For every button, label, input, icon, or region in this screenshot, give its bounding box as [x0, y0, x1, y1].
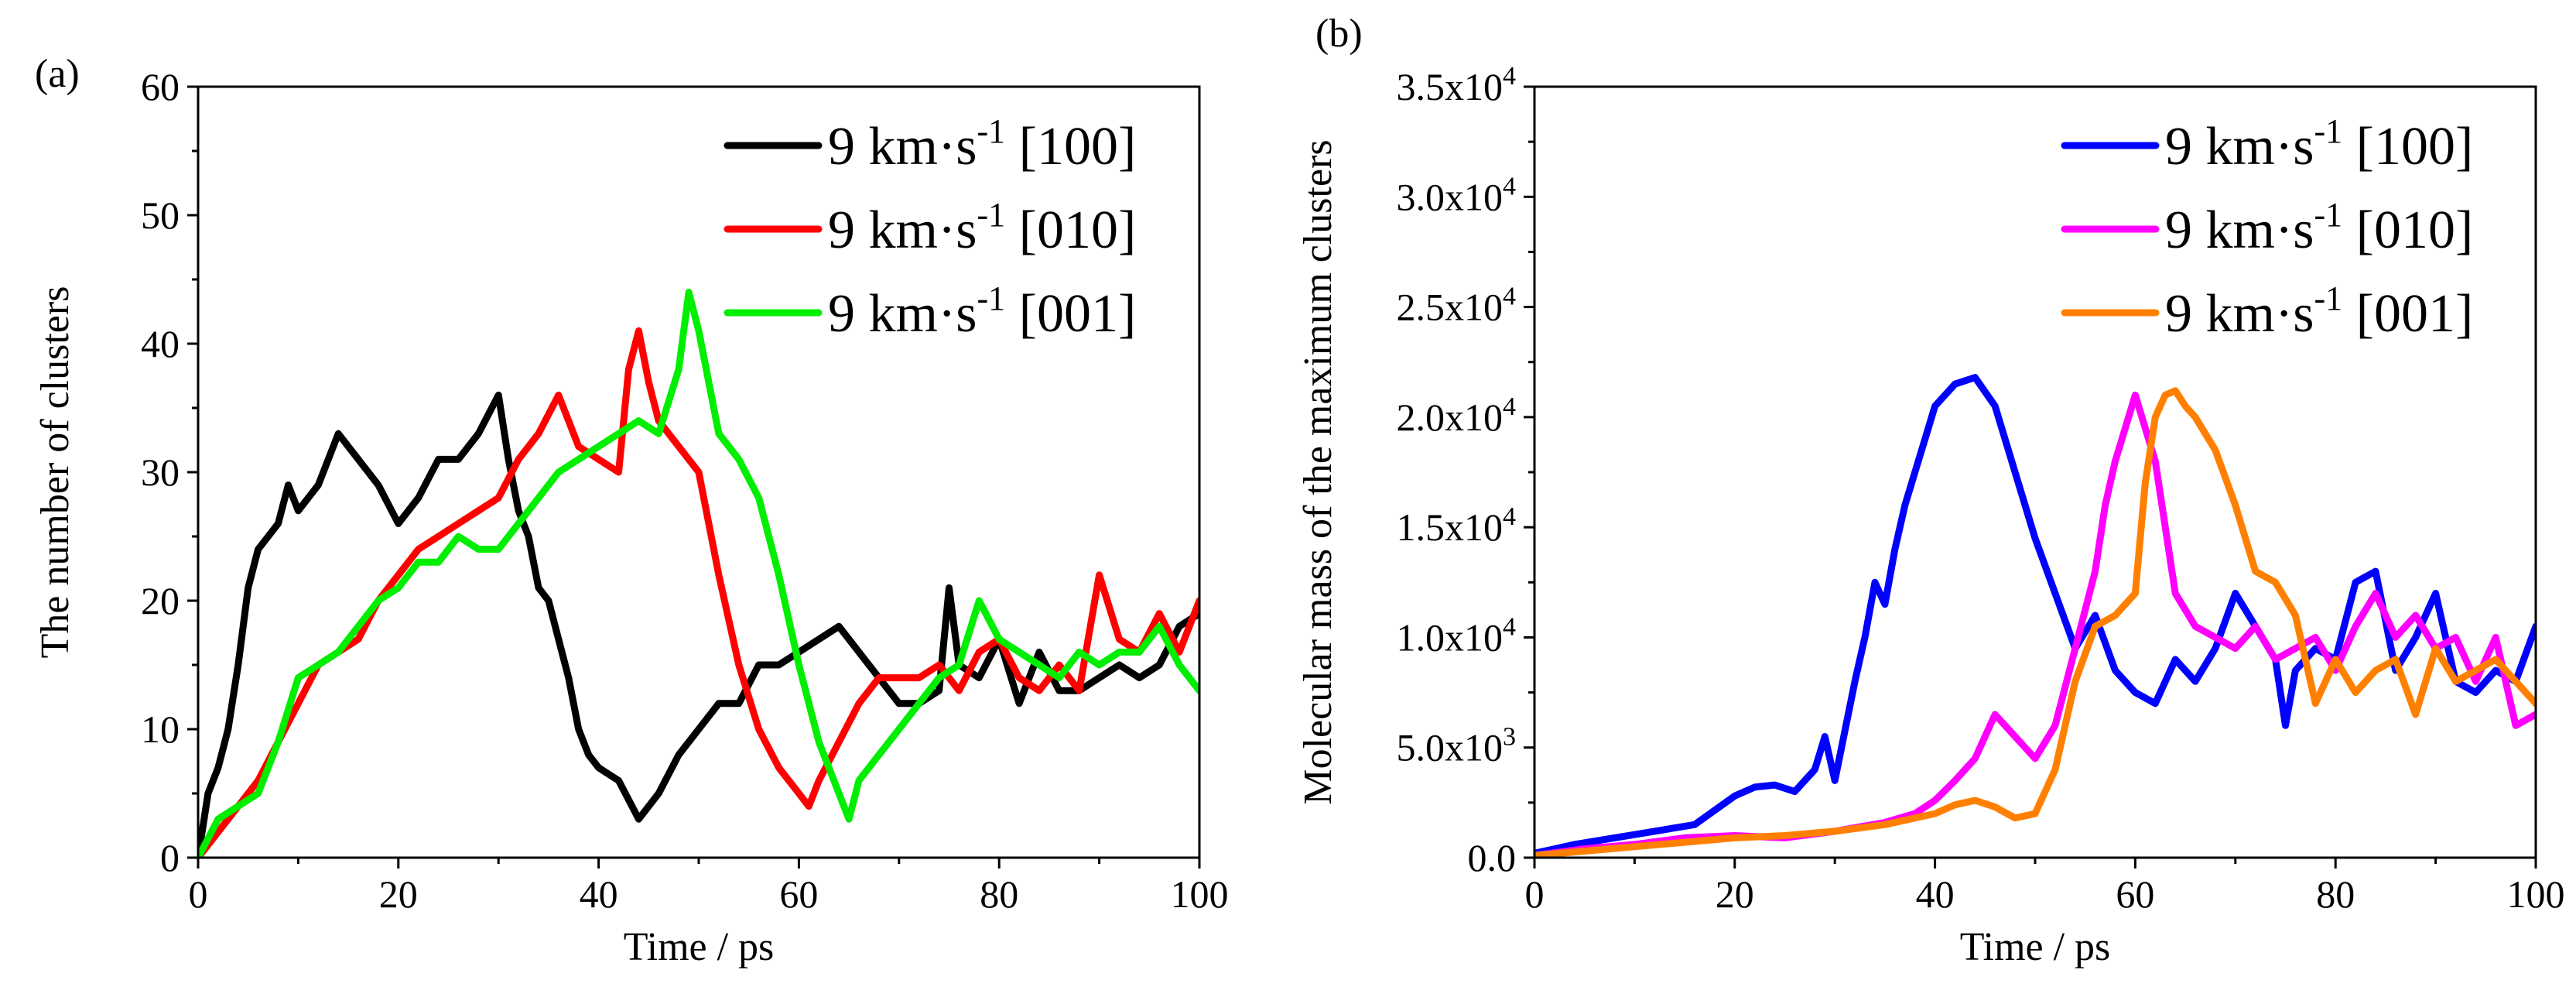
series-line-1: [198, 391, 1199, 858]
y-tick-label: 50: [141, 194, 180, 237]
x-tick-label: 20: [379, 872, 418, 916]
legend-label: 9 km·s-1 [001]: [828, 279, 1136, 344]
legend-label: 9 km·s-1 [100]: [2165, 112, 2473, 176]
series-line-2: [198, 327, 1199, 858]
legend-label: 9 km·s-1 [100]: [828, 112, 1136, 176]
series-line-3: [1534, 387, 2536, 858]
legend-label: 9 km·s-1 [010]: [2165, 196, 2473, 260]
x-tick-label: 80: [2316, 872, 2355, 916]
y-tick-label: 5.0x103: [1397, 723, 1517, 769]
x-tick-label: 60: [779, 872, 818, 916]
legend: 9 km·s-1 [100] 9 km·s-1 [010] 9 km·s-1 [00…: [724, 112, 1136, 344]
panel-label: (b): [1315, 12, 1363, 56]
x-tick-label: 60: [2116, 872, 2154, 916]
y-tick-label: 2.5x104: [1397, 283, 1517, 329]
x-tick-label: 0: [189, 872, 208, 916]
y-tick-label: 10: [141, 707, 180, 751]
y-tick-label: 2.0x104: [1397, 392, 1517, 439]
y-tick-label: 3.5x104: [1397, 62, 1517, 108]
y-tick-label: 1.5x104: [1397, 502, 1517, 549]
legend-label: 9 km·s-1 [010]: [828, 196, 1136, 260]
y-axis-title: Molecular mass of the maximum clusters: [1296, 139, 1340, 804]
legend-label: 9 km·s-1 [001]: [2165, 279, 2473, 344]
y-tick-label: 1.0x104: [1397, 612, 1517, 659]
y-axis-title: The number of clusters: [33, 286, 77, 659]
x-tick-label: 20: [1716, 872, 1754, 916]
series-line-3: [198, 289, 1199, 858]
x-axis-title: Time / ps: [1960, 925, 2111, 969]
series-group: [198, 289, 1199, 858]
x-tick-label: 40: [580, 872, 618, 916]
x-tick-label: 40: [1916, 872, 1955, 916]
panel-b-chart: (b) 0 20 40 60 80 100 0.0 5.0x103 1.0x104 1.5x104 2…: [1296, 12, 2565, 969]
x-tick-label: 80: [980, 872, 1018, 916]
series-group: [1534, 374, 2536, 858]
y-tick-label: 30: [141, 451, 180, 494]
x-tick-label: 100: [1171, 872, 1229, 916]
panel-label: (a): [35, 52, 80, 96]
y-tick-label: 0: [160, 836, 180, 879]
x-axis-title: Time / ps: [624, 925, 775, 969]
y-tick-label: 40: [141, 322, 180, 365]
y-tick-label: 3.0x104: [1397, 172, 1517, 218]
y-tick-label: 60: [141, 65, 180, 108]
x-tick-label: 100: [2507, 872, 2565, 916]
series-line-1: [1534, 374, 2536, 857]
y-tick-label: 20: [141, 579, 180, 622]
x-tick-label: 0: [1525, 872, 1545, 916]
y-tick-label: 0.0: [1468, 836, 1517, 879]
legend: 9 km·s-1 [100] 9 km·s-1 [010] 9 km·s-1 [00…: [2061, 112, 2473, 344]
